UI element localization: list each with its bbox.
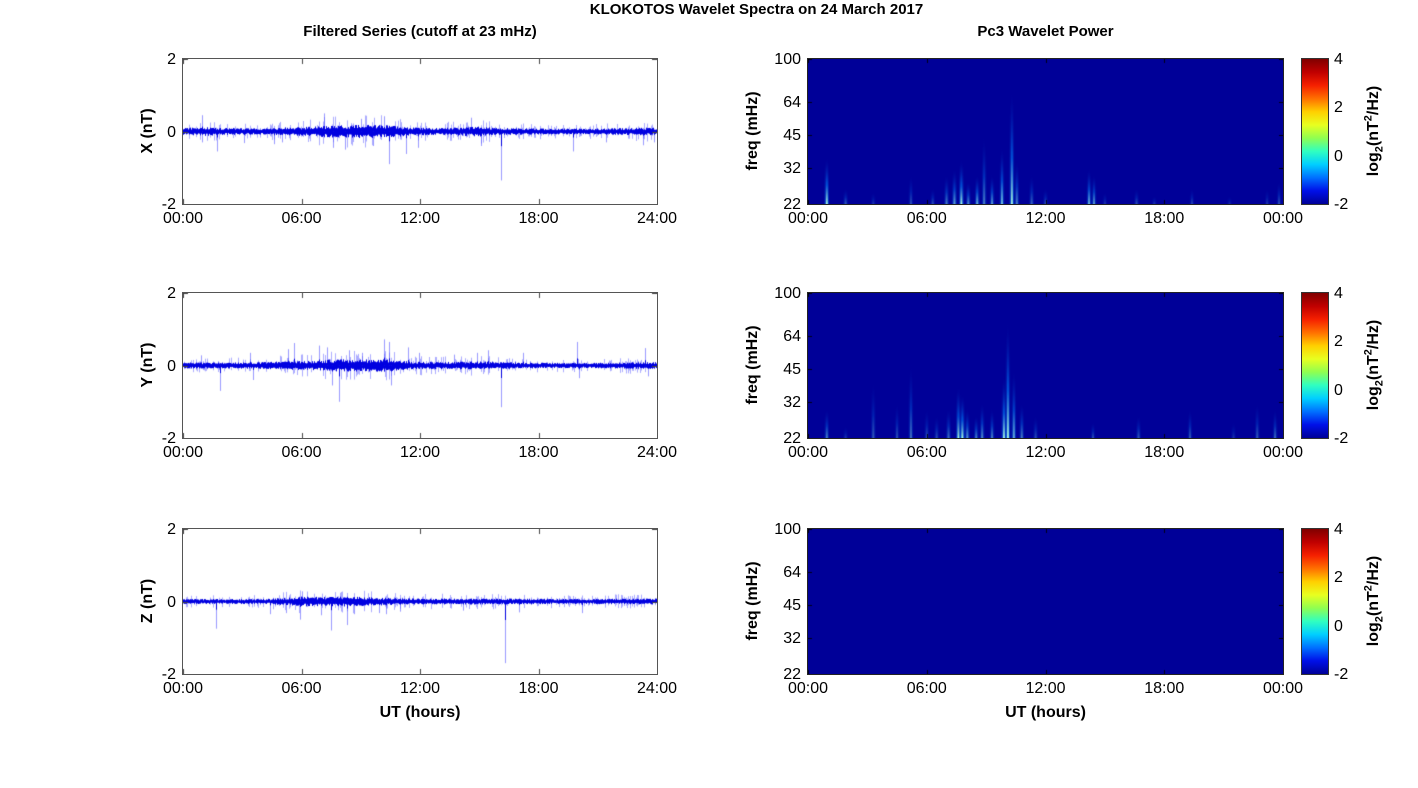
y-tick-label: 64 [783, 563, 801, 581]
colorbar-z [1301, 528, 1329, 675]
colorbar-tick-label: 2 [1334, 569, 1343, 587]
x-tick-label: 12:00 [1025, 444, 1066, 461]
colorbar-label-x: log2(nT2/Hz) [1362, 85, 1386, 177]
x-tick-label: 00:00 [787, 210, 829, 227]
y-tick-label: 45 [783, 127, 801, 145]
y-tick-label: -2 [161, 196, 176, 213]
x-tick-label: 18:00 [1144, 210, 1185, 227]
x-tick-label: 18:00 [518, 680, 559, 697]
colorbar-tick-label: 0 [1334, 147, 1343, 165]
y-tick-label: 22 [783, 430, 801, 447]
x-tick-label: 12:00 [1025, 680, 1066, 697]
timeseries-x-plot [182, 58, 658, 205]
x-tick-label: 00:00 [162, 444, 204, 461]
x-axis-label-left: UT (hours) [379, 704, 461, 721]
y-tick-label: 32 [783, 630, 801, 648]
colorbar-tick-label: -2 [1334, 196, 1349, 213]
y-tick-label: -2 [161, 666, 176, 683]
x-tick-label: 18:00 [518, 444, 559, 461]
right-column-title: Pc3 Wavelet Power [977, 23, 1114, 40]
x-tick-label: 00:00 [1262, 444, 1304, 461]
x-tick-label: 24:00 [636, 210, 678, 227]
x-tick-label: 18:00 [1144, 680, 1185, 697]
x-tick-label: 06:00 [906, 680, 947, 697]
y-tick-label: 0 [167, 593, 176, 611]
y-tick-label: 22 [783, 666, 801, 683]
y-tick-label: 100 [774, 51, 801, 68]
timeseries-y-plot [182, 292, 658, 439]
x-tick-label: 06:00 [906, 210, 947, 227]
y-tick-label: 64 [783, 327, 801, 345]
y-tick-label: 2 [167, 285, 176, 302]
colorbar-tick-label: 2 [1334, 99, 1343, 117]
x-tick-label: 12:00 [399, 444, 441, 461]
x-tick-label: 00:00 [787, 444, 829, 461]
y-tick-label: 64 [783, 93, 801, 111]
colorbar-tick-label: 2 [1334, 333, 1343, 351]
timeseries-x-canvas [183, 59, 657, 204]
colorbar-x [1301, 58, 1329, 205]
colorbar-tick-label: -2 [1334, 430, 1349, 447]
spectrogram-z-canvas [808, 529, 1283, 674]
y-tick-label: 0 [167, 357, 176, 375]
x-tick-label: 06:00 [281, 680, 322, 697]
spectrogram-x-plot [807, 58, 1284, 205]
x-tick-label: 00:00 [787, 680, 829, 697]
colorbar-label-y: log2(nT2/Hz) [1362, 319, 1386, 411]
timeseries-z-canvas [183, 529, 657, 674]
x-tick-label: 06:00 [281, 444, 322, 461]
spectrogram-x-canvas [808, 59, 1283, 204]
y-tick-label: 2 [167, 521, 176, 538]
x-tick-label: 12:00 [399, 680, 441, 697]
y-tick-label: 0 [167, 123, 176, 141]
y-tick-label: 32 [783, 394, 801, 412]
x-tick-label: 18:00 [1144, 444, 1185, 461]
y-tick-label: -2 [161, 430, 176, 447]
colorbar-tick-label: 0 [1334, 381, 1343, 399]
colorbar-tick-label: 0 [1334, 617, 1343, 635]
x-tick-label: 18:00 [518, 210, 559, 227]
x-tick-label: 06:00 [906, 444, 947, 461]
colorbar-tick-label: 4 [1334, 285, 1343, 302]
y-tick-label: 32 [783, 160, 801, 178]
y-tick-label: 100 [774, 285, 801, 302]
x-tick-label: 24:00 [636, 444, 678, 461]
x-tick-label: 00:00 [162, 210, 204, 227]
y-tick-label: 45 [783, 597, 801, 615]
y-tick-label: 45 [783, 361, 801, 379]
colorbar-tick-label: 4 [1334, 521, 1343, 538]
x-tick-label: 00:00 [162, 680, 204, 697]
timeseries-z-plot [182, 528, 658, 675]
spectrogram-z-plot [807, 528, 1284, 675]
x-tick-label: 12:00 [1025, 210, 1066, 227]
spectrogram-y-plot [807, 292, 1284, 439]
x-tick-label: 00:00 [1262, 680, 1304, 697]
colorbar-label-z: log2(nT2/Hz) [1362, 555, 1386, 647]
x-tick-label: 06:00 [281, 210, 322, 227]
figure-title: KLOKOTOS Wavelet Spectra on 24 March 201… [589, 1, 924, 18]
timeseries-y-canvas [183, 293, 657, 438]
x-tick-label: 12:00 [399, 210, 441, 227]
colorbar-y [1301, 292, 1329, 439]
x-axis-label-right: UT (hours) [1005, 704, 1086, 721]
y-tick-label: 100 [774, 521, 801, 538]
colorbar-tick-label: 4 [1334, 51, 1343, 68]
spectrogram-y-canvas [808, 293, 1283, 438]
y-tick-label: 2 [167, 51, 176, 68]
x-tick-label: 00:00 [1262, 210, 1304, 227]
y-tick-label: 22 [783, 196, 801, 213]
colorbar-tick-label: -2 [1334, 666, 1349, 683]
left-column-title: Filtered Series (cutoff at 23 mHz) [303, 23, 537, 40]
x-tick-label: 24:00 [636, 680, 678, 697]
